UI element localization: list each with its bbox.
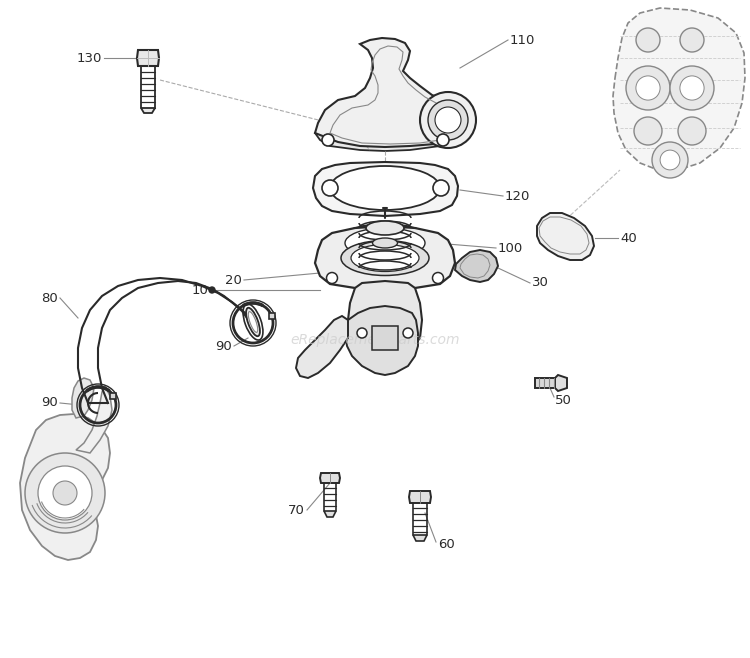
Circle shape [326,272,338,284]
Circle shape [680,76,704,100]
Circle shape [680,28,704,52]
Text: 30: 30 [532,276,549,290]
Circle shape [403,328,413,338]
Text: 40: 40 [620,232,637,245]
Polygon shape [296,316,348,378]
Text: 90: 90 [215,340,232,353]
Text: 60: 60 [438,538,454,551]
Circle shape [435,107,461,133]
Polygon shape [455,250,498,282]
Text: 90: 90 [41,397,58,409]
Ellipse shape [345,228,425,258]
Ellipse shape [366,221,404,235]
Circle shape [636,76,660,100]
Polygon shape [76,386,112,453]
Polygon shape [345,306,418,375]
Polygon shape [20,414,110,560]
Polygon shape [269,313,275,319]
Circle shape [670,66,714,110]
Polygon shape [320,473,340,483]
Circle shape [53,481,77,505]
Polygon shape [613,8,745,170]
Circle shape [636,28,660,52]
Polygon shape [535,378,558,388]
Text: eReplacementParts.com: eReplacementParts.com [290,333,460,347]
Ellipse shape [341,241,429,276]
Ellipse shape [246,308,260,336]
Circle shape [420,92,476,148]
Circle shape [634,117,662,145]
Polygon shape [315,38,460,147]
Text: 80: 80 [41,291,58,305]
Circle shape [322,134,334,146]
Polygon shape [324,511,336,517]
Circle shape [660,150,680,170]
Circle shape [433,180,449,196]
Ellipse shape [373,238,398,248]
Ellipse shape [351,245,419,272]
Text: 10: 10 [191,284,208,297]
Text: 100: 100 [498,241,523,255]
Text: 130: 130 [76,51,102,64]
Polygon shape [141,108,155,113]
Circle shape [209,287,215,293]
Polygon shape [72,378,94,418]
Circle shape [652,142,688,178]
Circle shape [357,328,367,338]
Polygon shape [555,375,567,391]
Circle shape [433,272,443,284]
Circle shape [437,134,449,146]
Polygon shape [537,213,594,260]
Circle shape [626,66,670,110]
Circle shape [322,180,338,196]
Polygon shape [348,281,422,355]
Polygon shape [372,326,398,350]
Polygon shape [409,491,431,503]
Circle shape [678,117,706,145]
Circle shape [25,453,105,533]
Polygon shape [413,535,427,541]
Text: 110: 110 [510,34,536,47]
Polygon shape [110,393,116,399]
Ellipse shape [248,312,258,332]
Text: 120: 120 [505,190,530,203]
Polygon shape [315,122,458,151]
Polygon shape [137,50,159,66]
Text: 50: 50 [555,393,572,407]
Polygon shape [315,226,455,290]
Circle shape [428,100,468,140]
Text: 20: 20 [225,274,242,286]
Ellipse shape [330,166,440,210]
Circle shape [38,466,92,520]
Text: 70: 70 [288,503,305,517]
Ellipse shape [338,224,433,262]
Polygon shape [313,162,458,216]
